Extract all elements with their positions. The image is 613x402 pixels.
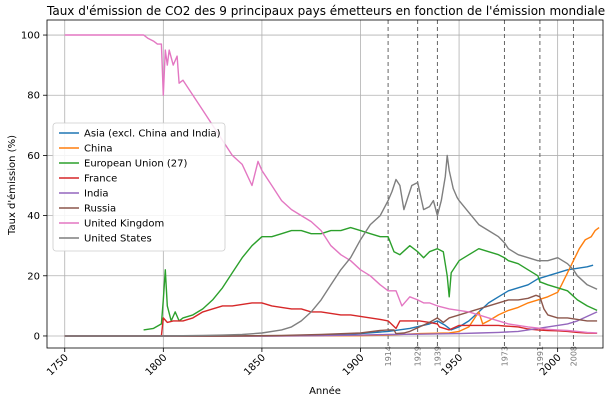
legend-label-6: United Kingdom bbox=[84, 219, 164, 230]
legend-box bbox=[52, 122, 226, 252]
legend-label-1: China bbox=[84, 144, 113, 155]
series-line-7 bbox=[64, 154, 598, 337]
series-lines bbox=[64, 34, 600, 337]
x-axis-ticks: 1750 1800 1850 1900 1950 2000 bbox=[45, 348, 564, 378]
event-label-2008: 2008 bbox=[569, 346, 578, 366]
legend-label-5: Russia bbox=[84, 204, 116, 215]
series-line-2 bbox=[143, 226, 598, 331]
event-label-1991: 1991 bbox=[536, 346, 545, 366]
event-markers: 1914 1929 1939 1973 1991 2008 bbox=[384, 20, 578, 366]
series-line-0 bbox=[64, 264, 594, 337]
x-tick-label-1800: 1800 bbox=[144, 352, 170, 378]
legend-label-0: Asia (excl. China and India) bbox=[84, 129, 221, 140]
legend-label-3: France bbox=[84, 174, 117, 185]
series-line-3 bbox=[64, 302, 598, 337]
x-tick-label-1900: 1900 bbox=[341, 352, 367, 378]
legend-label-4: India bbox=[84, 189, 109, 200]
legend-label-2: European Union (27) bbox=[84, 159, 188, 170]
y-tick-label-0: 0 bbox=[34, 331, 40, 342]
series-line-4 bbox=[64, 311, 598, 337]
x-tick-label-1850: 1850 bbox=[242, 352, 268, 378]
y-tick-label-60: 60 bbox=[27, 151, 40, 162]
x-tick-label-1750: 1750 bbox=[45, 352, 71, 378]
y-tick-label-20: 20 bbox=[27, 271, 40, 282]
y-axis-label: Taux d'émission (%) bbox=[6, 135, 18, 236]
y-tick-label-40: 40 bbox=[27, 211, 40, 222]
y-tick-label-100: 100 bbox=[21, 31, 40, 42]
series-line-5 bbox=[64, 294, 598, 337]
y-axis-ticks: 0 20 40 60 80 100 bbox=[21, 31, 47, 342]
plot-frame bbox=[46, 19, 604, 349]
event-label-1973: 1973 bbox=[500, 346, 509, 366]
event-label-1929: 1929 bbox=[414, 346, 423, 366]
x-tick-label-1950: 1950 bbox=[439, 352, 465, 378]
legend-label-7: United States bbox=[84, 234, 152, 245]
y-tick-label-80: 80 bbox=[27, 91, 40, 102]
chart-title: Taux d'émission de CO2 des 9 principaux … bbox=[46, 4, 605, 18]
series-line-6 bbox=[64, 34, 598, 334]
x-axis-label: Année bbox=[309, 385, 341, 397]
legend: Asia (excl. China and India) China Europea… bbox=[52, 122, 226, 252]
event-label-1914: 1914 bbox=[384, 346, 393, 366]
event-label-1939: 1939 bbox=[433, 346, 442, 366]
